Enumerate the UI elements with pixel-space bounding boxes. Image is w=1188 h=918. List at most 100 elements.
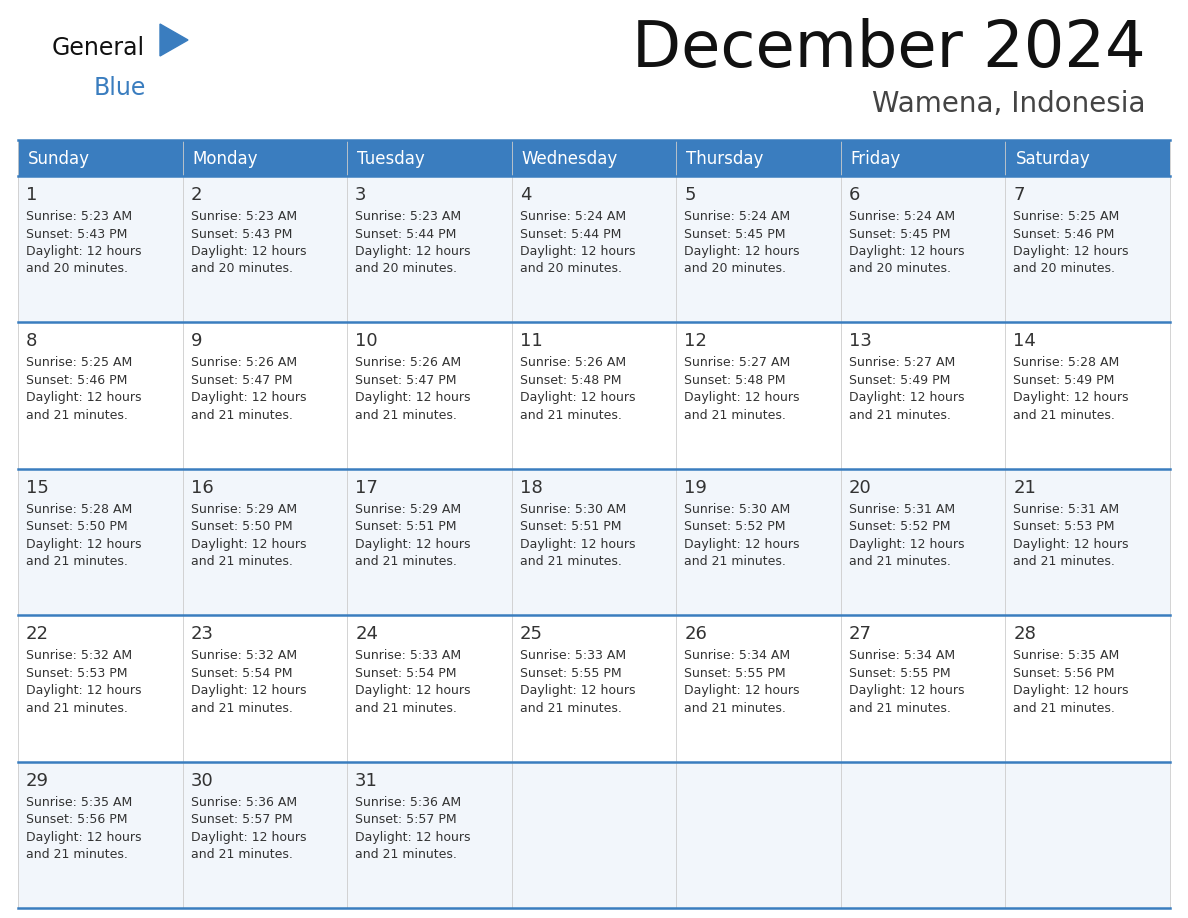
Text: 22: 22: [26, 625, 49, 644]
Bar: [183, 176, 347, 322]
Text: 19: 19: [684, 479, 707, 497]
Text: 29: 29: [26, 772, 49, 789]
Text: Sunset: 5:56 PM: Sunset: 5:56 PM: [26, 813, 127, 826]
Bar: [1005, 615, 1170, 762]
Text: Sunrise: 5:36 AM: Sunrise: 5:36 AM: [355, 796, 461, 809]
Text: Daylight: 12 hours: Daylight: 12 hours: [684, 245, 800, 258]
Text: and 21 minutes.: and 21 minutes.: [190, 848, 292, 861]
Text: and 20 minutes.: and 20 minutes.: [849, 263, 950, 275]
Text: Daylight: 12 hours: Daylight: 12 hours: [1013, 245, 1129, 258]
Bar: [347, 322, 512, 469]
Text: Sunset: 5:53 PM: Sunset: 5:53 PM: [26, 666, 127, 679]
Text: Sunset: 5:46 PM: Sunset: 5:46 PM: [26, 374, 127, 386]
Bar: [183, 322, 347, 469]
Bar: [1005, 762, 1170, 908]
Text: and 21 minutes.: and 21 minutes.: [355, 409, 457, 422]
Bar: [676, 140, 841, 176]
Text: Daylight: 12 hours: Daylight: 12 hours: [26, 391, 141, 405]
Text: and 21 minutes.: and 21 minutes.: [519, 555, 621, 568]
Text: Sunrise: 5:23 AM: Sunrise: 5:23 AM: [26, 210, 132, 223]
Text: Sunset: 5:52 PM: Sunset: 5:52 PM: [684, 521, 785, 533]
Text: and 21 minutes.: and 21 minutes.: [1013, 701, 1116, 715]
Bar: [183, 469, 347, 615]
Text: and 21 minutes.: and 21 minutes.: [519, 409, 621, 422]
Text: and 20 minutes.: and 20 minutes.: [26, 263, 128, 275]
Text: Monday: Monday: [192, 150, 258, 168]
Bar: [512, 322, 676, 469]
Bar: [512, 615, 676, 762]
Text: Sunrise: 5:29 AM: Sunrise: 5:29 AM: [190, 503, 297, 516]
Bar: [347, 469, 512, 615]
Text: Sunset: 5:49 PM: Sunset: 5:49 PM: [1013, 374, 1114, 386]
Text: Sunrise: 5:30 AM: Sunrise: 5:30 AM: [519, 503, 626, 516]
Text: Sunrise: 5:30 AM: Sunrise: 5:30 AM: [684, 503, 790, 516]
Text: Sunset: 5:55 PM: Sunset: 5:55 PM: [849, 666, 950, 679]
Bar: [841, 469, 1005, 615]
Text: Sunrise: 5:26 AM: Sunrise: 5:26 AM: [519, 356, 626, 369]
Text: and 21 minutes.: and 21 minutes.: [849, 701, 950, 715]
Text: and 21 minutes.: and 21 minutes.: [26, 555, 128, 568]
Text: and 21 minutes.: and 21 minutes.: [849, 555, 950, 568]
Text: Daylight: 12 hours: Daylight: 12 hours: [190, 245, 307, 258]
Text: 3: 3: [355, 186, 367, 204]
Text: Sunset: 5:51 PM: Sunset: 5:51 PM: [519, 521, 621, 533]
Text: Sunset: 5:44 PM: Sunset: 5:44 PM: [519, 228, 621, 241]
Bar: [676, 762, 841, 908]
Text: Daylight: 12 hours: Daylight: 12 hours: [26, 684, 141, 697]
Bar: [347, 176, 512, 322]
Text: Sunrise: 5:36 AM: Sunrise: 5:36 AM: [190, 796, 297, 809]
Text: Sunrise: 5:29 AM: Sunrise: 5:29 AM: [355, 503, 461, 516]
Text: and 21 minutes.: and 21 minutes.: [1013, 555, 1116, 568]
Text: Sunset: 5:48 PM: Sunset: 5:48 PM: [519, 374, 621, 386]
Text: Sunrise: 5:34 AM: Sunrise: 5:34 AM: [849, 649, 955, 662]
Bar: [18, 469, 183, 615]
Text: Daylight: 12 hours: Daylight: 12 hours: [684, 684, 800, 697]
Text: Sunset: 5:50 PM: Sunset: 5:50 PM: [26, 521, 127, 533]
Text: and 21 minutes.: and 21 minutes.: [355, 848, 457, 861]
Text: Sunset: 5:57 PM: Sunset: 5:57 PM: [355, 813, 456, 826]
Text: Sunrise: 5:26 AM: Sunrise: 5:26 AM: [190, 356, 297, 369]
Text: Daylight: 12 hours: Daylight: 12 hours: [26, 538, 141, 551]
Bar: [512, 762, 676, 908]
Text: 16: 16: [190, 479, 214, 497]
Text: 28: 28: [1013, 625, 1036, 644]
Bar: [512, 469, 676, 615]
Bar: [841, 140, 1005, 176]
Text: and 21 minutes.: and 21 minutes.: [26, 701, 128, 715]
Text: Daylight: 12 hours: Daylight: 12 hours: [190, 684, 307, 697]
Text: and 20 minutes.: and 20 minutes.: [1013, 263, 1116, 275]
Text: Saturday: Saturday: [1016, 150, 1091, 168]
Bar: [841, 322, 1005, 469]
Text: Sunrise: 5:31 AM: Sunrise: 5:31 AM: [1013, 503, 1119, 516]
Text: 24: 24: [355, 625, 378, 644]
Text: Daylight: 12 hours: Daylight: 12 hours: [355, 831, 470, 844]
Text: 13: 13: [849, 332, 872, 351]
Text: Tuesday: Tuesday: [358, 150, 425, 168]
Text: Daylight: 12 hours: Daylight: 12 hours: [1013, 684, 1129, 697]
Bar: [841, 762, 1005, 908]
Text: 6: 6: [849, 186, 860, 204]
Text: and 21 minutes.: and 21 minutes.: [355, 555, 457, 568]
Text: Sunrise: 5:35 AM: Sunrise: 5:35 AM: [1013, 649, 1119, 662]
Text: Sunrise: 5:35 AM: Sunrise: 5:35 AM: [26, 796, 132, 809]
Text: Sunset: 5:56 PM: Sunset: 5:56 PM: [1013, 666, 1114, 679]
Polygon shape: [160, 24, 188, 56]
Text: and 21 minutes.: and 21 minutes.: [684, 409, 786, 422]
Text: Sunset: 5:50 PM: Sunset: 5:50 PM: [190, 521, 292, 533]
Bar: [347, 140, 512, 176]
Text: and 20 minutes.: and 20 minutes.: [190, 263, 292, 275]
Text: and 21 minutes.: and 21 minutes.: [684, 555, 786, 568]
Text: 1: 1: [26, 186, 37, 204]
Bar: [18, 762, 183, 908]
Text: and 21 minutes.: and 21 minutes.: [849, 409, 950, 422]
Text: Sunrise: 5:27 AM: Sunrise: 5:27 AM: [684, 356, 790, 369]
Text: 12: 12: [684, 332, 707, 351]
Text: Wamena, Indonesia: Wamena, Indonesia: [872, 90, 1146, 118]
Text: Sunset: 5:52 PM: Sunset: 5:52 PM: [849, 521, 950, 533]
Text: Daylight: 12 hours: Daylight: 12 hours: [355, 684, 470, 697]
Text: Daylight: 12 hours: Daylight: 12 hours: [190, 538, 307, 551]
Text: Sunset: 5:43 PM: Sunset: 5:43 PM: [190, 228, 292, 241]
Text: and 20 minutes.: and 20 minutes.: [519, 263, 621, 275]
Bar: [18, 322, 183, 469]
Text: and 21 minutes.: and 21 minutes.: [190, 555, 292, 568]
